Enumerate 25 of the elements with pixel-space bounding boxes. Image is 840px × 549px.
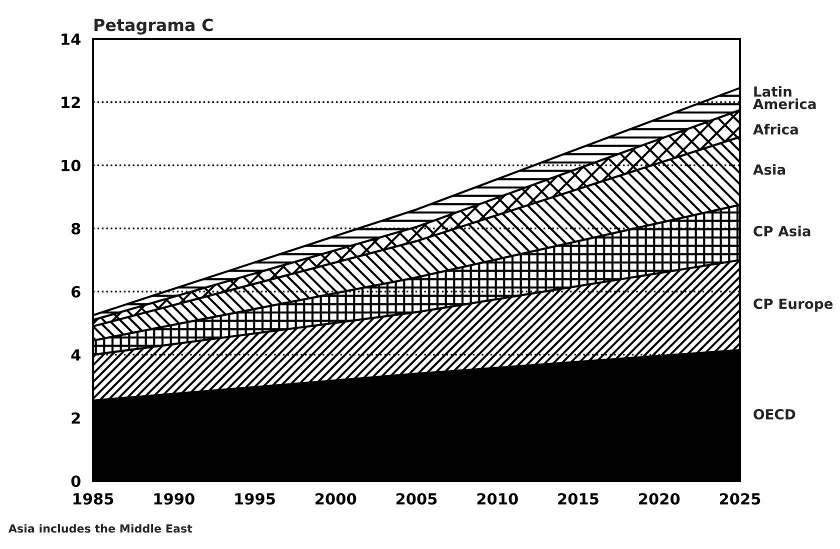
y-tick-label: 14 bbox=[62, 34, 80, 45]
y-tick-label: 8 bbox=[72, 222, 80, 234]
series-label: Latin America bbox=[753, 86, 816, 110]
series-label: CP Asia bbox=[754, 226, 810, 236]
y-tick-label: 4 bbox=[71, 349, 80, 361]
series-label: CP Europe bbox=[754, 298, 833, 312]
y-tick-label: 10 bbox=[62, 160, 80, 172]
x-tick-label: 2015 bbox=[558, 493, 598, 505]
text: Asia includes the Middle East bbox=[8, 524, 192, 533]
x-tick-label: 2000 bbox=[316, 493, 356, 505]
x-tick-label: 1995 bbox=[235, 493, 275, 505]
y-axis-title: Petagrama C bbox=[94, 18, 213, 35]
y-tick-label: 2 bbox=[72, 412, 80, 424]
x-tick-label: 2025 bbox=[720, 493, 760, 505]
x-tick-label: 2020 bbox=[639, 493, 680, 505]
y-tick-label: 6 bbox=[72, 286, 80, 298]
x-tick-label: 1985 bbox=[73, 493, 114, 505]
y-tick-label: 12 bbox=[62, 96, 80, 108]
x-tick-label: 1990 bbox=[154, 493, 194, 505]
x-tick-label: 2005 bbox=[396, 493, 437, 505]
series-label: Asia bbox=[753, 164, 785, 175]
y-tick-label: 0 bbox=[71, 475, 80, 488]
series-label: OECD bbox=[754, 409, 796, 420]
series-label: Africa bbox=[753, 124, 798, 135]
x-tick-label: 2010 bbox=[477, 493, 518, 505]
